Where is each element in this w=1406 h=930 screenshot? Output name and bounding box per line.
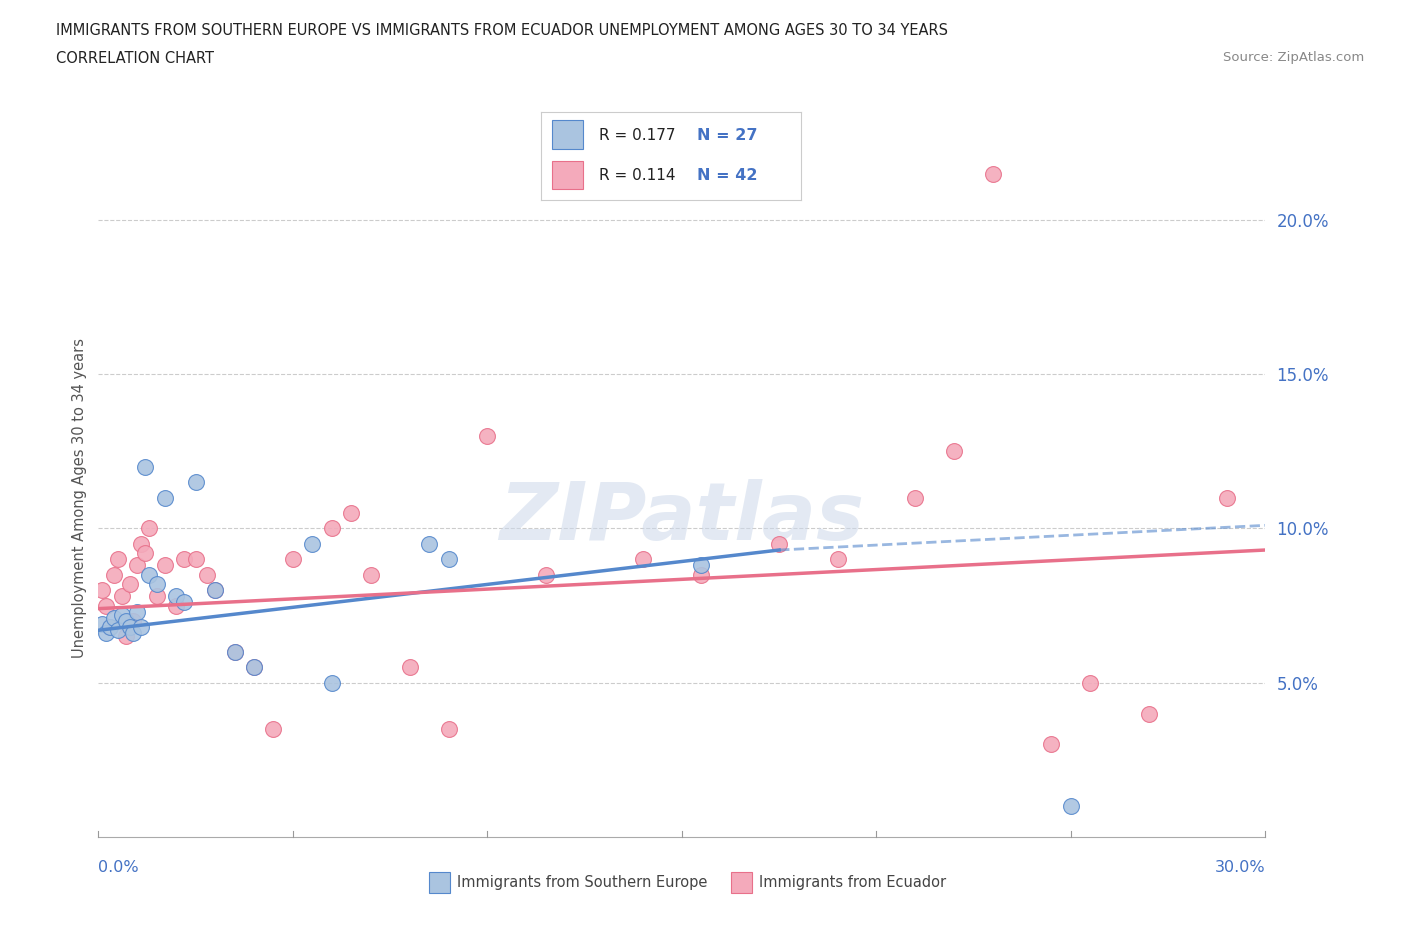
Point [114,629,136,644]
Point [96,626,118,641]
Point [107,623,129,638]
Point [118,577,141,591]
Point [1137,706,1160,721]
Point [91,583,114,598]
Point [360,567,382,582]
Point [91,617,114,631]
Point [301,537,323,551]
Point [477,429,499,444]
Y-axis label: Unemployment Among Ages 30 to 34 years: Unemployment Among Ages 30 to 34 years [72,338,87,658]
Point [98,619,121,634]
Point [96,598,118,613]
Point [107,551,129,566]
Point [224,644,246,659]
Point [943,444,966,458]
Point [281,551,304,566]
Text: Immigrants from Ecuador: Immigrants from Ecuador [759,875,946,890]
Text: N = 42: N = 42 [697,167,758,182]
Point [129,619,152,634]
Text: 0.0%: 0.0% [98,860,139,875]
Point [127,604,149,619]
Point [224,644,246,659]
Point [1080,675,1102,690]
Point [768,537,790,551]
Bar [551,161,583,190]
Point [437,722,460,737]
Text: R = 0.177: R = 0.177 [599,128,675,143]
Point [904,490,927,505]
Point [321,521,343,536]
Point [1040,737,1063,751]
Point [127,558,149,573]
Text: IMMIGRANTS FROM SOUTHERN EUROPE VS IMMIGRANTS FROM ECUADOR UNEMPLOYMENT AMONG AG: IMMIGRANTS FROM SOUTHERN EUROPE VS IMMIG… [56,23,948,38]
Point [690,558,713,573]
Point [111,607,134,622]
Point [321,675,343,690]
Point [103,567,125,582]
Text: Source: ZipAtlas.com: Source: ZipAtlas.com [1223,51,1364,64]
Point [631,551,654,566]
Text: 30.0%: 30.0% [1215,860,1265,875]
Point [129,537,152,551]
Point [1215,490,1237,505]
Bar [551,120,583,149]
Point [243,660,266,675]
Point [138,567,160,582]
Point [1060,799,1083,814]
Point [118,619,141,634]
Point [153,490,176,505]
Point [184,474,207,489]
Text: N = 27: N = 27 [697,128,758,143]
Point [173,551,195,566]
Point [827,551,849,566]
Point [165,598,187,613]
Point [418,537,440,551]
Point [146,577,169,591]
Point [146,589,169,604]
Point [195,567,218,582]
Point [103,610,125,625]
Point [122,614,145,629]
Point [153,558,176,573]
Point [138,521,160,536]
Point [243,660,266,675]
Point [690,567,713,582]
Point [204,583,226,598]
Text: ZIPatlas: ZIPatlas [499,479,865,557]
Point [165,589,187,604]
Point [340,506,363,521]
Point [204,583,226,598]
Point [111,589,134,604]
Text: R = 0.114: R = 0.114 [599,167,675,182]
Point [114,614,136,629]
Point [134,546,156,561]
Point [122,626,145,641]
Text: Immigrants from Southern Europe: Immigrants from Southern Europe [457,875,707,890]
Point [981,166,1004,181]
Point [173,595,195,610]
Text: CORRELATION CHART: CORRELATION CHART [56,51,214,66]
Point [134,459,156,474]
Point [98,619,121,634]
Point [262,722,284,737]
Point [184,551,207,566]
Point [398,660,420,675]
Point [437,551,460,566]
Point [534,567,557,582]
